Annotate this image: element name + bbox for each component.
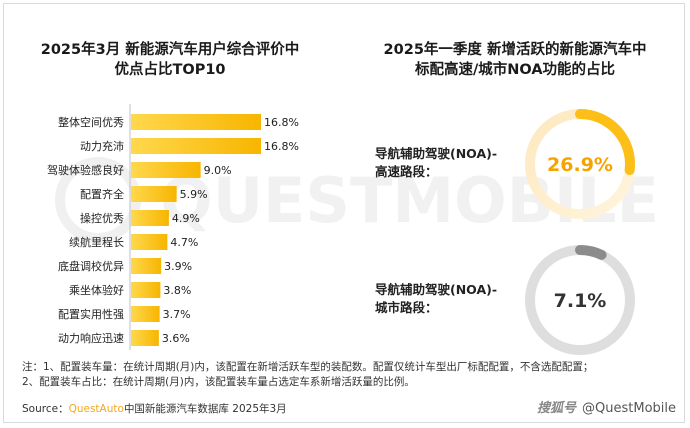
bar-category-label: 操控优秀 xyxy=(80,211,124,225)
bar xyxy=(131,186,177,202)
bar xyxy=(131,138,261,154)
credit: 搜狐号 @QuestMobile xyxy=(537,397,676,416)
right-chart-title: 2025年一季度 新增活跃的新能源汽车中 标配高速/城市NOA功能的占比 xyxy=(360,40,670,80)
bar-value-label: 3.8% xyxy=(163,284,191,297)
bar-chart: 整体空间优秀 16.8% 动力充沛 16.8% 驾驶体验感良好 9.0% 配置齐全 5.9% 操… xyxy=(47,104,299,350)
bar xyxy=(131,210,169,226)
left-title-line1: 2025年3月 新能源汽车用户综合评价中 xyxy=(40,42,300,58)
source-label: Source： xyxy=(22,403,69,415)
bar-value-label: 3.6% xyxy=(162,332,190,345)
donut-slice xyxy=(525,245,635,355)
donut-chart: 26.9% 导航辅助驾驶(NOA)- 高速路段： 7.1% 导航辅助驾驶(NOA)- 城市… xyxy=(375,109,635,355)
bar-category-label: 乘坐体验好 xyxy=(69,283,124,297)
bar-value-label: 5.9% xyxy=(180,188,208,201)
bar xyxy=(131,306,160,322)
right-title-line2: 标配高速/城市NOA功能的占比 xyxy=(414,62,616,78)
donut-value-label: 7.1% xyxy=(554,290,607,312)
donut-label-line1: 导航辅助驾驶(NOA)- xyxy=(375,282,497,297)
bar xyxy=(131,162,201,178)
bar-value-label: 16.8% xyxy=(264,116,299,129)
bar-category-label: 配置实用性强 xyxy=(58,307,124,321)
bar-category-label: 动力充沛 xyxy=(80,139,124,153)
bar-category-label: 整体空间优秀 xyxy=(58,115,124,129)
bar-category-label: 配置齐全 xyxy=(80,187,124,201)
bar-category-label: 驾驶体验感良好 xyxy=(47,163,124,177)
credit-logo: 搜狐号 xyxy=(537,401,577,416)
left-chart-title: 2025年3月 新能源汽车用户综合评价中 优点占比TOP10 xyxy=(20,40,320,80)
notes: 注：1、配置装车量：在统计周期(月)内，该配置在新增活跃车型的装配数。配置仅统计… xyxy=(22,360,682,390)
left-title-line2: 优点占比TOP10 xyxy=(114,62,226,78)
chart-frame xyxy=(3,3,685,423)
donut-slice xyxy=(525,109,635,219)
bar-value-label: 9.0% xyxy=(204,164,232,177)
donut-label-line1: 导航辅助驾驶(NOA)- xyxy=(375,146,497,161)
donut-label-line2: 城市路段： xyxy=(375,300,438,315)
donut-value-label: 26.9% xyxy=(547,154,613,176)
bar-value-label: 3.7% xyxy=(163,308,191,321)
source-text: 中国新能源汽车数据库 2025年3月 xyxy=(123,403,287,415)
bar-value-label: 4.9% xyxy=(172,212,200,225)
source-brand: QuestAuto xyxy=(68,403,124,415)
donut-label-line2: 高速路段： xyxy=(375,164,438,179)
bar-value-label: 4.7% xyxy=(170,236,198,249)
bar-category-label: 续航里程长 xyxy=(69,235,124,249)
bar xyxy=(131,258,162,274)
note-line-2: 2、配置装车占比：在统计周期(月)内，该配置装车量占选定车系新增活跃量的比例。 xyxy=(22,376,415,388)
note-line-1: 注：1、配置装车量：在统计周期(月)内，该配置在新增活跃车型的装配数。配置仅统计… xyxy=(22,361,594,373)
bar-category-label: 动力响应迅速 xyxy=(58,331,124,345)
right-title-line1: 2025年一季度 新增活跃的新能源汽车中 xyxy=(383,42,647,58)
credit-text: @QuestMobile xyxy=(582,401,676,416)
bar-value-label: 3.9% xyxy=(164,260,192,273)
bar xyxy=(131,330,159,346)
bar xyxy=(131,114,261,130)
source: Source：QuestAuto中国新能源汽车数据库 2025年3月 xyxy=(22,401,287,416)
bar-value-label: 16.8% xyxy=(264,140,299,153)
bar xyxy=(131,234,168,250)
bar xyxy=(131,282,161,298)
bar-category-label: 底盘调校优异 xyxy=(58,259,124,273)
